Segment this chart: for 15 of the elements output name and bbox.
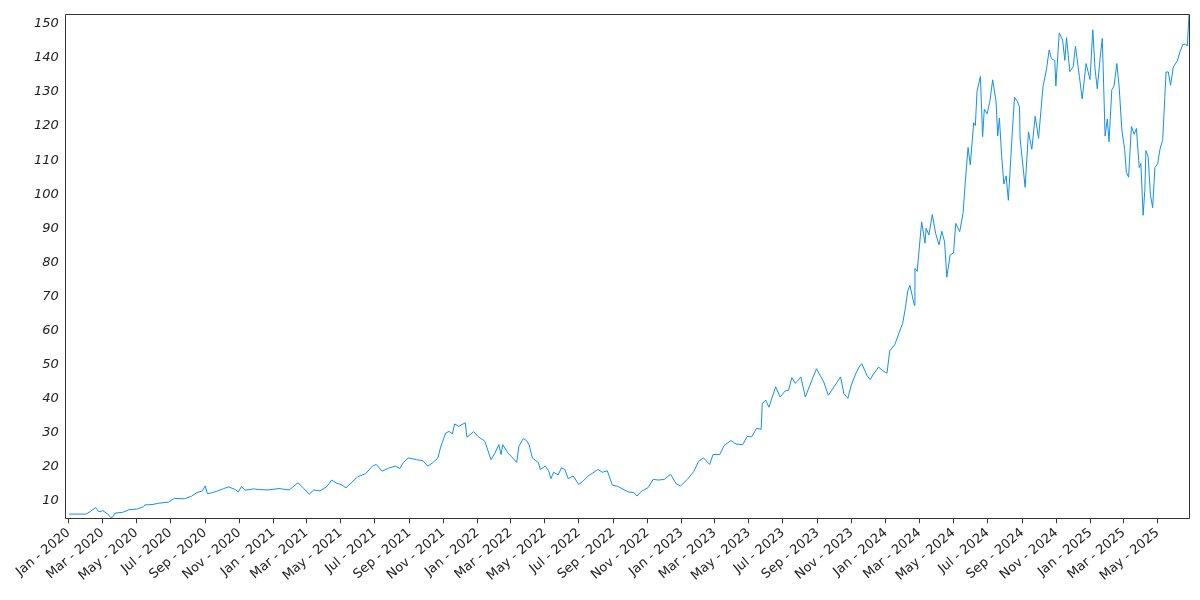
y-tick-label: 20 — [42, 457, 59, 473]
y-tick-label: 60 — [42, 321, 59, 337]
y-tick-label: 110 — [33, 151, 59, 167]
y-tick-label: 130 — [33, 83, 59, 99]
y-tick-label: 70 — [42, 287, 59, 303]
y-tick-label: 100 — [33, 185, 59, 201]
y-tick-label: 150 — [33, 15, 59, 31]
y-tick-label: 30 — [42, 423, 59, 439]
y-tick-label: 120 — [33, 117, 59, 133]
y-tick-label: 10 — [42, 491, 59, 507]
y-tick-label: 50 — [42, 355, 59, 371]
y-tick-label: 140 — [33, 49, 59, 65]
y-tick-label: 40 — [42, 389, 59, 405]
y-tick-label: 90 — [42, 219, 59, 235]
y-tick-label: 80 — [42, 253, 59, 269]
